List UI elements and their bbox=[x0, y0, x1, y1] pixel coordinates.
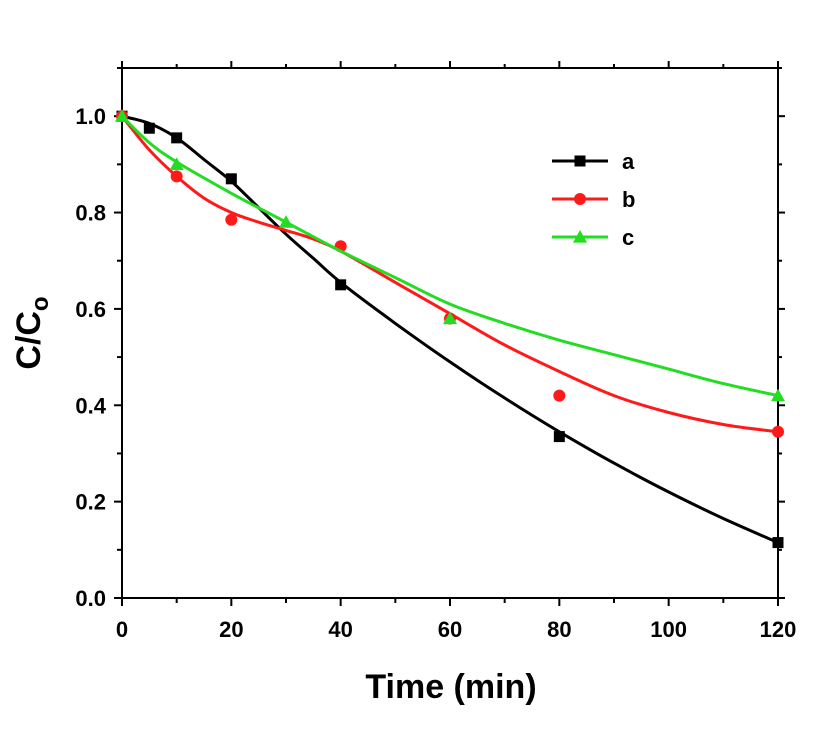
axes-layer: 0 20 40 60 80 100 120 0.0 0.2 0.4 0.6 0.8 1.0 bbox=[75, 61, 796, 642]
legend: abc bbox=[552, 149, 635, 250]
legend-label-a: a bbox=[622, 149, 635, 174]
series-a-point bbox=[553, 431, 565, 443]
legend-item-c: c bbox=[552, 225, 634, 250]
series-b-point bbox=[772, 425, 784, 438]
legend-label-c: c bbox=[622, 225, 634, 250]
y-tick-label: 1.0 bbox=[75, 104, 106, 129]
y-tick-label: 0.6 bbox=[75, 297, 106, 322]
legend-marker-a bbox=[574, 155, 586, 167]
legend-label-b: b bbox=[622, 187, 635, 212]
series-c-fit-line bbox=[120, 115, 779, 398]
series-layer bbox=[115, 109, 785, 549]
series-a bbox=[116, 110, 784, 549]
series-b bbox=[116, 110, 784, 438]
legend-item-a: a bbox=[552, 149, 635, 174]
y-axis-title-main: C/C bbox=[10, 311, 48, 370]
series-a-point bbox=[143, 122, 155, 134]
y-tick-label: 0.2 bbox=[75, 490, 106, 515]
series-c-point bbox=[279, 215, 293, 228]
series-a-fit-line bbox=[121, 114, 779, 544]
x-tick-label: 100 bbox=[650, 617, 687, 642]
series-c bbox=[115, 109, 785, 402]
y-axis-title-subscript: o bbox=[27, 296, 54, 311]
y-tick-label: 0.0 bbox=[75, 586, 106, 611]
x-tick-label: 20 bbox=[219, 617, 243, 642]
y-tick-label: 0.8 bbox=[75, 201, 106, 226]
series-a-point bbox=[225, 173, 237, 185]
x-tick-label: 120 bbox=[760, 617, 797, 642]
series-b-point bbox=[553, 389, 566, 402]
series-a-point bbox=[171, 132, 183, 144]
x-tick-label: 60 bbox=[438, 617, 462, 642]
y-axis-title: C/Co bbox=[10, 296, 54, 369]
legend-marker-c bbox=[573, 230, 587, 243]
plot-frame bbox=[121, 67, 779, 599]
x-axis-title: Time (min) bbox=[365, 668, 536, 706]
series-b-fit-line bbox=[120, 115, 779, 434]
series-c-point bbox=[115, 109, 129, 122]
series-c-point bbox=[771, 388, 785, 402]
x-tick-label: 0 bbox=[116, 617, 128, 642]
series-b-point bbox=[170, 170, 183, 183]
series-c-point bbox=[443, 311, 457, 325]
y-tick-label: 0.4 bbox=[75, 393, 106, 418]
series-a-point bbox=[772, 537, 784, 549]
legend-item-b: b bbox=[552, 187, 635, 212]
series-b-point bbox=[225, 213, 238, 226]
x-tick-label: 40 bbox=[328, 617, 352, 642]
series-a-point bbox=[335, 279, 347, 291]
series-c-point bbox=[169, 157, 184, 170]
x-tick-label: 80 bbox=[547, 617, 571, 642]
legend-marker-b bbox=[574, 193, 586, 205]
